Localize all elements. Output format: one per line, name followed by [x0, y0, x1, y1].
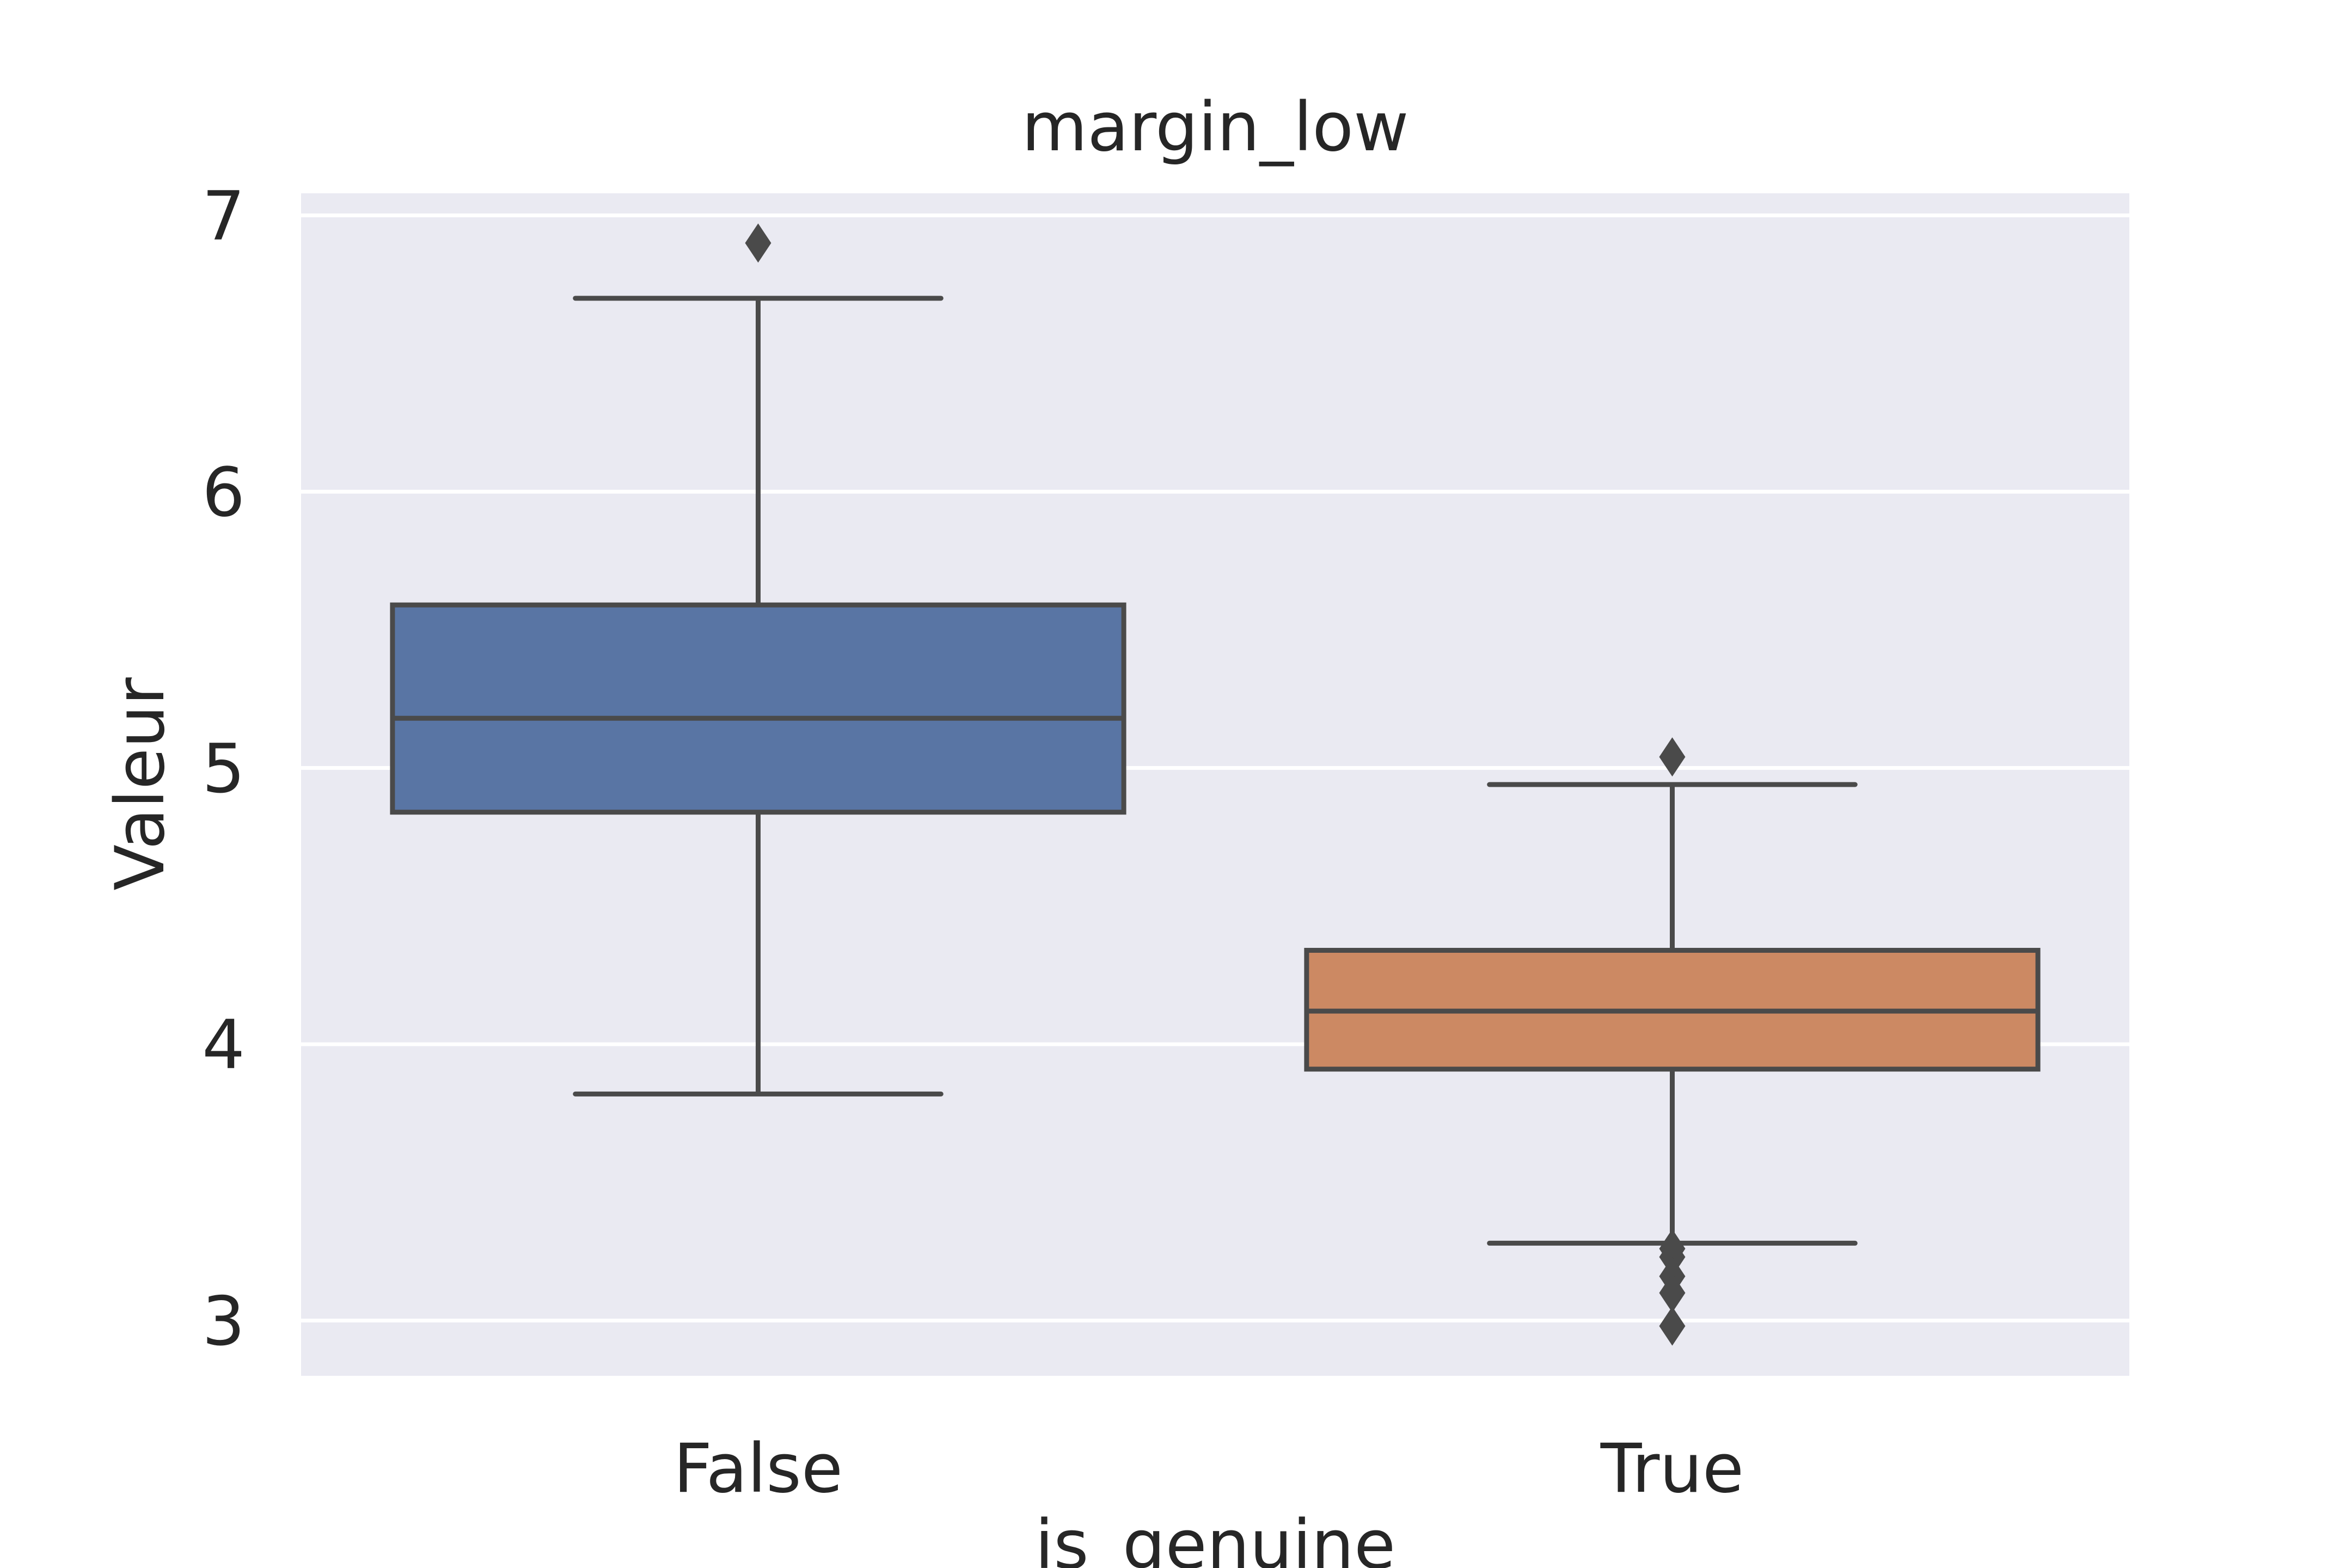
- outlier-point: [1659, 737, 1686, 777]
- y-tick-label: 6: [202, 454, 245, 532]
- y-tick-label: 4: [202, 1006, 245, 1085]
- chart-title: margin_low: [1021, 88, 1408, 167]
- box-group: [1304, 737, 2041, 1346]
- box-body: [390, 602, 1126, 815]
- y-axis-title: Valeur: [101, 677, 180, 891]
- tick-labels: 3 4 5 6 7 False True: [202, 177, 1744, 1508]
- y-tick-label: 7: [202, 177, 245, 256]
- outlier-point: [1659, 1306, 1686, 1346]
- x-axis-title: is_genuine: [1035, 1506, 1396, 1568]
- outlier-point: [745, 223, 771, 263]
- outlier-point: [1659, 1273, 1686, 1313]
- x-tick-label: True: [1600, 1430, 1744, 1508]
- box-series: [390, 223, 2041, 1346]
- x-tick-label: False: [673, 1430, 843, 1508]
- y-tick-label: 5: [202, 730, 245, 808]
- box-group: [390, 223, 1126, 1097]
- y-tick-label: 3: [202, 1283, 245, 1361]
